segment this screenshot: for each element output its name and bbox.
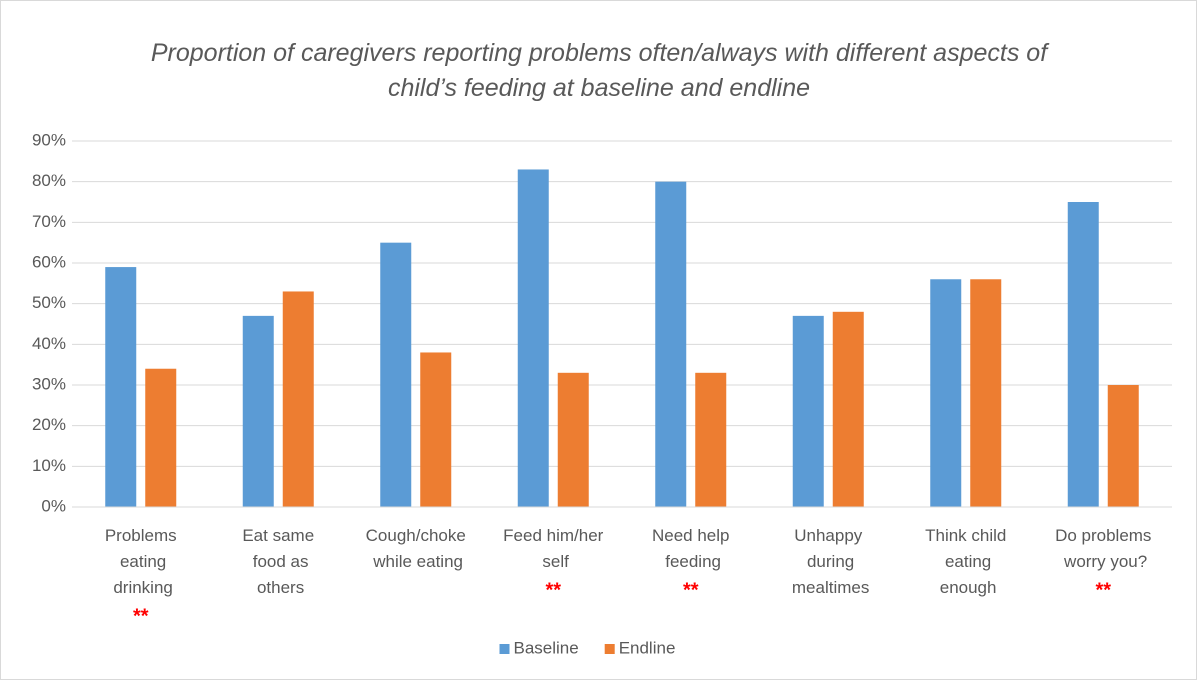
bar (1107, 385, 1139, 507)
bar (1067, 202, 1099, 507)
significance-marker: ** (683, 579, 699, 601)
legend-swatch (604, 644, 615, 654)
x-tick-label-line: Cough/choke (366, 526, 466, 545)
legend-swatch (499, 644, 510, 654)
x-tick-label-line: self (538, 552, 569, 571)
x-tick-label-line: worry you? (1059, 552, 1147, 571)
bar (517, 169, 549, 507)
y-tick-label: 70% (32, 212, 66, 231)
x-tick-label: Cough/choke while eating (366, 526, 466, 571)
x-tick-label-line: Feed him/her (503, 526, 603, 545)
x-tick-label: Do problems worry you? (1055, 526, 1151, 571)
x-tick-label-line: Do problems (1055, 526, 1151, 545)
significance-marker: ** (133, 605, 149, 627)
x-tick-label: Eat same food as others (242, 526, 314, 597)
x-tick-label-line: eating (115, 552, 166, 571)
y-tick-label: 30% (32, 374, 66, 393)
x-tick-label-line: Eat same (242, 526, 314, 545)
bar (970, 279, 1002, 507)
bar (420, 352, 452, 507)
x-tick-label-line: Think child (925, 526, 1006, 545)
x-tick-label: Feed him/her self (503, 526, 603, 571)
bar (557, 372, 589, 507)
y-tick-label: 0% (41, 496, 66, 515)
x-tick-label: Think child eating enough (925, 526, 1006, 597)
bar (695, 372, 727, 507)
x-tick-label: Problems eating drinking (105, 526, 177, 597)
y-tick-label: 80% (32, 171, 66, 190)
x-tick-label-line: feeding (661, 552, 722, 571)
y-tick-label: 40% (32, 334, 66, 353)
bar (242, 315, 274, 507)
y-tick-label: 90% (32, 130, 66, 149)
x-tick-label: Need help feeding (652, 526, 730, 571)
y-tick-label: 50% (32, 293, 66, 312)
bar (792, 315, 824, 507)
bar (380, 242, 412, 507)
bar (930, 279, 962, 507)
x-tick-label-line: Unhappy (794, 526, 863, 545)
bar (105, 267, 137, 507)
bar (832, 311, 864, 507)
y-tick-label: 60% (32, 252, 66, 271)
x-tick-label-line: eating (940, 552, 991, 571)
x-tick-label-line: mealtimes (787, 578, 869, 597)
legend-label: Endline (619, 638, 676, 657)
significance-marker: ** (545, 579, 561, 601)
x-tick-label-line: enough (935, 578, 996, 597)
x-tick-label-line: food as (248, 552, 309, 571)
x-tick-label-line: Problems (105, 526, 177, 545)
chart-title: Proportion of caregivers reporting probl… (150, 39, 1048, 102)
y-tick-label: 20% (32, 415, 66, 434)
x-tick-label-line: Need help (652, 526, 730, 545)
significance-marker: ** (1095, 579, 1111, 601)
x-tick-label: Unhappy during mealtimes (787, 526, 869, 597)
bar (282, 291, 314, 507)
x-tick-label-line: during (802, 552, 854, 571)
bar (655, 181, 687, 507)
x-tick-label-line: others (252, 578, 304, 597)
x-tick-label-line: while eating (368, 552, 463, 571)
legend-label: Baseline (514, 638, 579, 657)
y-tick-label: 10% (32, 456, 66, 475)
x-tick-label-line: drinking (109, 578, 173, 597)
bar (145, 368, 177, 507)
